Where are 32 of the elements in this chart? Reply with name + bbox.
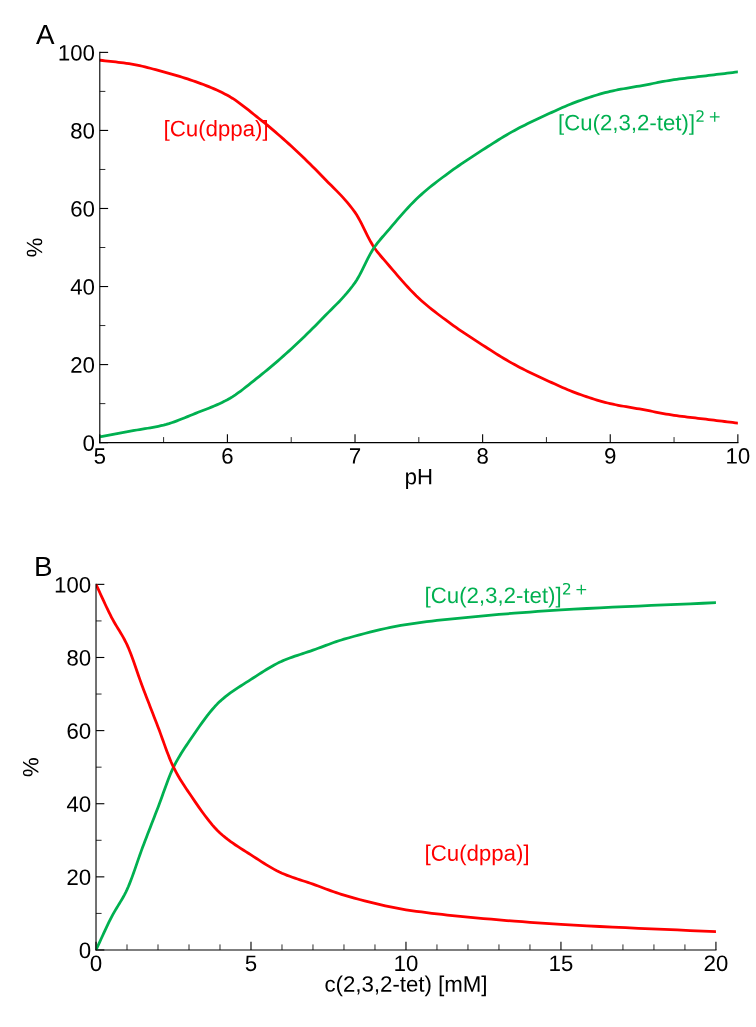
x-tick-label: 8 (477, 448, 488, 464)
x-axis-title: c(2,3,2-tet) [mM] (325, 975, 486, 997)
text: [Cu(dppa)] (426, 844, 528, 866)
chart-title: B (36, 556, 52, 577)
y-tick-label: 0 (83, 435, 95, 451)
y-axis-title: % (26, 238, 43, 257)
series-label: [Cu(dppa)] (165, 120, 268, 141)
x-tick-label: 10 (395, 955, 418, 972)
y-tick-label: 80 (71, 122, 95, 139)
y-tick-label: 20 (71, 357, 95, 373)
y-tick-label: 80 (67, 650, 91, 666)
y-tick-label: 0 (79, 942, 91, 959)
x-tick-label: 20 (704, 955, 728, 972)
y-tick-label: 100 (59, 44, 95, 61)
x-tick-label: 9 (605, 448, 616, 464)
series-label: [Cu(2,3,2-tet)]$^{2+}$ (426, 582, 587, 608)
x-axis-title: pH (406, 469, 432, 489)
chart-title: A (36, 24, 55, 45)
x-tick-label: 5 (245, 955, 257, 972)
x-tick-label: 10 (727, 448, 750, 464)
y-tick-label: 60 (71, 201, 95, 217)
y-tick-label: 40 (66, 796, 91, 812)
y-tick-label: 20 (67, 869, 91, 886)
x-tick-label: 5 (94, 448, 106, 464)
y-tick-label: 60 (67, 723, 91, 739)
x-tick-label: 15 (550, 955, 573, 972)
series-label: [Cu(2,3,2-tet)]$^{2+}$ (559, 110, 720, 135)
y-tick-label: 40 (70, 279, 95, 295)
x-tick-label: 6 (222, 448, 233, 464)
y-axis-title: % (22, 758, 39, 777)
y-tick-label: 100 (55, 576, 91, 593)
x-tick-label: 7 (349, 448, 361, 464)
